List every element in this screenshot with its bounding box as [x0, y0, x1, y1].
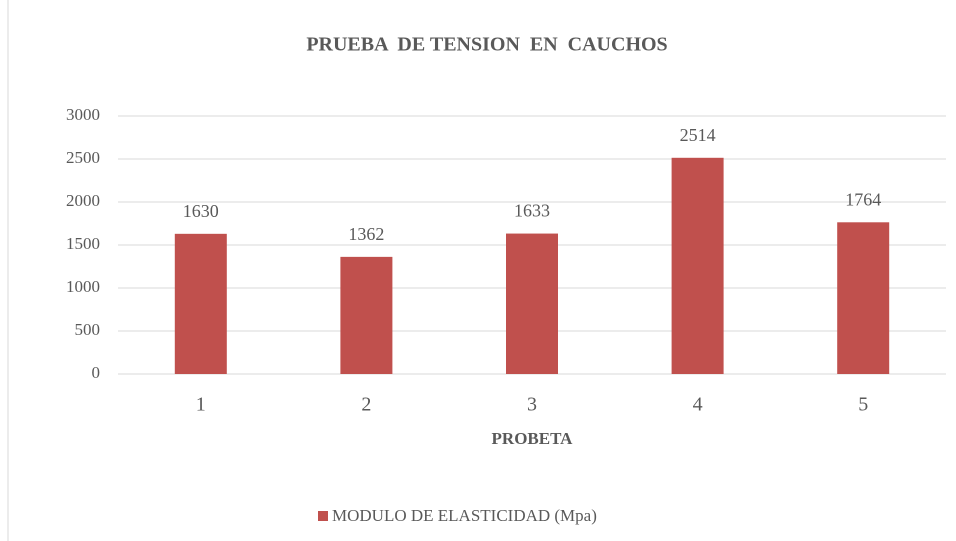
data-label: 1633 [514, 201, 550, 221]
x-tick-label: 4 [693, 394, 703, 416]
y-tick-label: 2000 [66, 191, 100, 210]
data-label: 1630 [183, 201, 219, 221]
legend-label: MODULO DE ELASTICIDAD (Mpa) [332, 506, 597, 525]
data-label: 1362 [348, 224, 384, 244]
y-tick-label: 3000 [66, 105, 100, 124]
y-tick-label: 2500 [66, 148, 100, 167]
chart-title: PRUEBA DE TENSION EN CAUCHOS [306, 34, 667, 56]
x-axis-label: PROBETA [492, 429, 574, 448]
x-tick-label: 1 [196, 394, 206, 416]
y-tick-label: 1000 [66, 277, 100, 296]
y-tick-label: 1500 [66, 234, 100, 253]
bar [174, 233, 227, 374]
x-tick-label: 2 [361, 394, 371, 416]
legend-swatch [318, 511, 328, 521]
data-label: 2514 [680, 125, 716, 145]
bar [671, 157, 724, 374]
y-tick-label: 0 [92, 363, 101, 382]
bar [506, 233, 558, 374]
bar [340, 256, 393, 374]
x-tick-label: 5 [858, 394, 868, 416]
x-tick-label: 3 [527, 394, 537, 416]
y-tick-label: 500 [75, 320, 101, 339]
data-label: 1764 [845, 189, 881, 209]
bar [837, 222, 890, 374]
